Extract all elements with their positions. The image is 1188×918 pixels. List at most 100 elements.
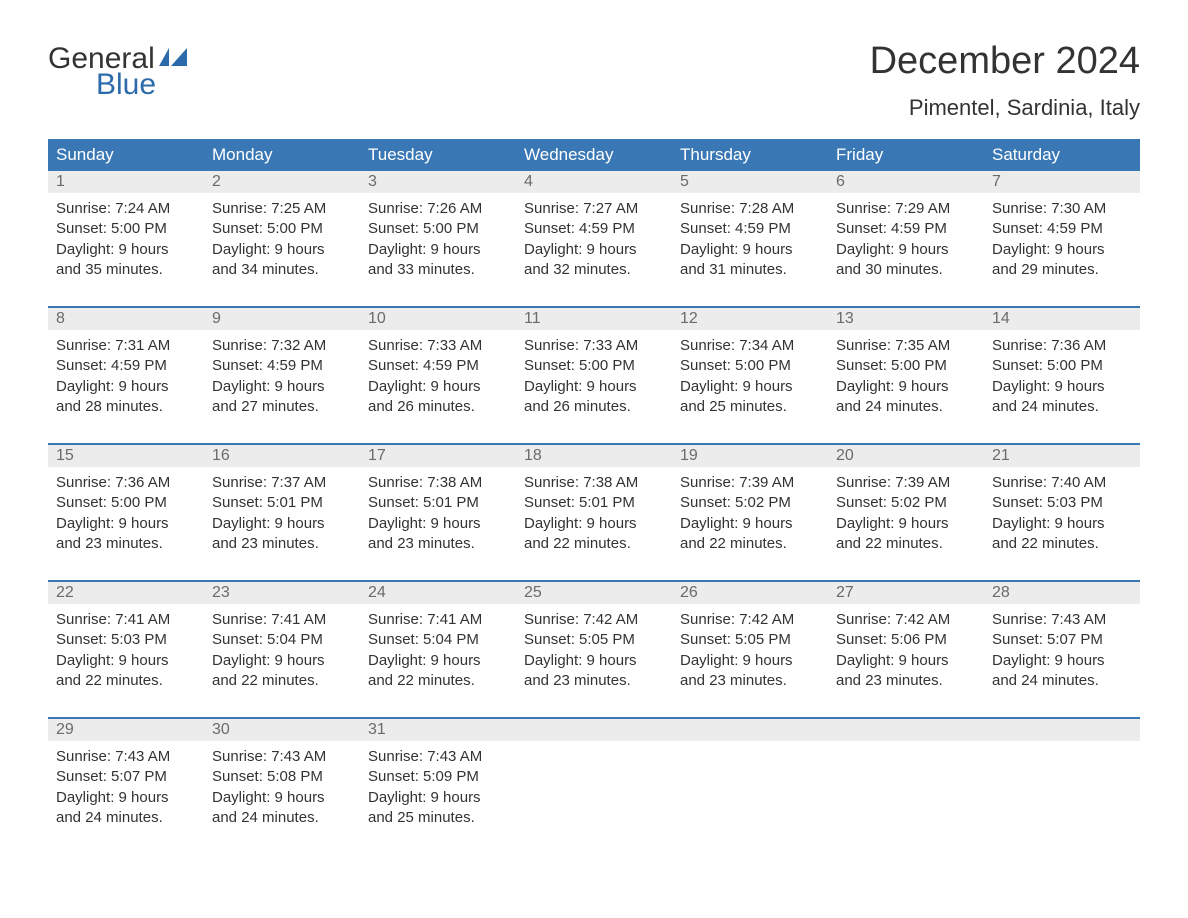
sunset-line: Sunset: 4:59 PM: [680, 219, 820, 239]
d1-line: Daylight: 9 hours: [680, 651, 820, 671]
day-cell: [516, 741, 672, 838]
sunrise-line: Sunrise: 7:42 AM: [680, 610, 820, 630]
weekday-header: Monday: [204, 139, 360, 171]
d2-line: and 34 minutes.: [212, 260, 352, 280]
d1-line: Daylight: 9 hours: [680, 377, 820, 397]
sunrise-line: Sunrise: 7:43 AM: [368, 747, 508, 767]
weekday-header: Tuesday: [360, 139, 516, 171]
d1-line: Daylight: 9 hours: [56, 377, 196, 397]
d1-line: Daylight: 9 hours: [524, 514, 664, 534]
day-number: 5: [672, 171, 828, 193]
day-cell: Sunrise: 7:25 AMSunset: 5:00 PMDaylight:…: [204, 193, 360, 290]
day-cell: Sunrise: 7:28 AMSunset: 4:59 PMDaylight:…: [672, 193, 828, 290]
sunset-line: Sunset: 5:01 PM: [368, 493, 508, 513]
day-cell: Sunrise: 7:27 AMSunset: 4:59 PMDaylight:…: [516, 193, 672, 290]
sunrise-line: Sunrise: 7:33 AM: [524, 336, 664, 356]
sunset-line: Sunset: 5:00 PM: [368, 219, 508, 239]
sunrise-line: Sunrise: 7:34 AM: [680, 336, 820, 356]
day-number: 30: [204, 719, 360, 741]
calendar: SundayMondayTuesdayWednesdayThursdayFrid…: [48, 139, 1140, 838]
sunset-line: Sunset: 5:03 PM: [992, 493, 1132, 513]
sunset-line: Sunset: 4:59 PM: [56, 356, 196, 376]
sunset-line: Sunset: 5:00 PM: [836, 356, 976, 376]
d2-line: and 25 minutes.: [680, 397, 820, 417]
sunset-line: Sunset: 5:03 PM: [56, 630, 196, 650]
sunrise-line: Sunrise: 7:26 AM: [368, 199, 508, 219]
day-cell: Sunrise: 7:38 AMSunset: 5:01 PMDaylight:…: [360, 467, 516, 564]
d2-line: and 28 minutes.: [56, 397, 196, 417]
day-number: 19: [672, 445, 828, 467]
day-number: 26: [672, 582, 828, 604]
sunrise-line: Sunrise: 7:41 AM: [56, 610, 196, 630]
day-cell: Sunrise: 7:30 AMSunset: 4:59 PMDaylight:…: [984, 193, 1140, 290]
sunrise-line: Sunrise: 7:43 AM: [56, 747, 196, 767]
sunset-line: Sunset: 5:02 PM: [836, 493, 976, 513]
sunset-line: Sunset: 4:59 PM: [836, 219, 976, 239]
day-number: 8: [48, 308, 204, 330]
d1-line: Daylight: 9 hours: [368, 788, 508, 808]
sunset-line: Sunset: 5:00 PM: [212, 219, 352, 239]
weekday-header: Sunday: [48, 139, 204, 171]
day-number: 21: [984, 445, 1140, 467]
calendar-week: 15161718192021Sunrise: 7:36 AMSunset: 5:…: [48, 443, 1140, 564]
day-cell: Sunrise: 7:38 AMSunset: 5:01 PMDaylight:…: [516, 467, 672, 564]
sunrise-line: Sunrise: 7:28 AM: [680, 199, 820, 219]
day-cell: Sunrise: 7:43 AMSunset: 5:07 PMDaylight:…: [984, 604, 1140, 701]
d2-line: and 31 minutes.: [680, 260, 820, 280]
day-number: [828, 719, 984, 741]
day-cell: Sunrise: 7:31 AMSunset: 4:59 PMDaylight:…: [48, 330, 204, 427]
weekday-header: Wednesday: [516, 139, 672, 171]
d1-line: Daylight: 9 hours: [56, 788, 196, 808]
sunrise-line: Sunrise: 7:31 AM: [56, 336, 196, 356]
d2-line: and 32 minutes.: [524, 260, 664, 280]
d2-line: and 24 minutes.: [56, 808, 196, 828]
day-number: 27: [828, 582, 984, 604]
sunrise-line: Sunrise: 7:41 AM: [368, 610, 508, 630]
sunrise-line: Sunrise: 7:25 AM: [212, 199, 352, 219]
day-cell: Sunrise: 7:33 AMSunset: 5:00 PMDaylight:…: [516, 330, 672, 427]
day-cell: Sunrise: 7:36 AMSunset: 5:00 PMDaylight:…: [48, 467, 204, 564]
d1-line: Daylight: 9 hours: [212, 240, 352, 260]
d1-line: Daylight: 9 hours: [368, 377, 508, 397]
day-cell: Sunrise: 7:43 AMSunset: 5:09 PMDaylight:…: [360, 741, 516, 838]
sunset-line: Sunset: 5:00 PM: [56, 493, 196, 513]
day-number: 24: [360, 582, 516, 604]
day-cell: Sunrise: 7:35 AMSunset: 5:00 PMDaylight:…: [828, 330, 984, 427]
d1-line: Daylight: 9 hours: [212, 788, 352, 808]
sunset-line: Sunset: 5:00 PM: [680, 356, 820, 376]
sunset-line: Sunset: 5:01 PM: [212, 493, 352, 513]
d1-line: Daylight: 9 hours: [992, 377, 1132, 397]
day-cell: Sunrise: 7:42 AMSunset: 5:05 PMDaylight:…: [672, 604, 828, 701]
day-number: 20: [828, 445, 984, 467]
sunset-line: Sunset: 5:00 PM: [524, 356, 664, 376]
day-number: [984, 719, 1140, 741]
sunset-line: Sunset: 5:00 PM: [992, 356, 1132, 376]
d1-line: Daylight: 9 hours: [368, 240, 508, 260]
d2-line: and 24 minutes.: [212, 808, 352, 828]
day-number: 4: [516, 171, 672, 193]
d1-line: Daylight: 9 hours: [836, 651, 976, 671]
d2-line: and 22 minutes.: [836, 534, 976, 554]
d2-line: and 23 minutes.: [680, 671, 820, 691]
sunrise-line: Sunrise: 7:27 AM: [524, 199, 664, 219]
day-cell: Sunrise: 7:33 AMSunset: 4:59 PMDaylight:…: [360, 330, 516, 427]
d2-line: and 24 minutes.: [836, 397, 976, 417]
d1-line: Daylight: 9 hours: [680, 240, 820, 260]
day-cell: Sunrise: 7:24 AMSunset: 5:00 PMDaylight:…: [48, 193, 204, 290]
day-cell: Sunrise: 7:39 AMSunset: 5:02 PMDaylight:…: [672, 467, 828, 564]
day-number: 3: [360, 171, 516, 193]
sunset-line: Sunset: 5:00 PM: [56, 219, 196, 239]
sunset-line: Sunset: 5:07 PM: [992, 630, 1132, 650]
d2-line: and 22 minutes.: [992, 534, 1132, 554]
sunrise-line: Sunrise: 7:38 AM: [368, 473, 508, 493]
day-number: 17: [360, 445, 516, 467]
sunset-line: Sunset: 5:07 PM: [56, 767, 196, 787]
sunrise-line: Sunrise: 7:29 AM: [836, 199, 976, 219]
sunrise-line: Sunrise: 7:38 AM: [524, 473, 664, 493]
sunset-line: Sunset: 5:04 PM: [368, 630, 508, 650]
d1-line: Daylight: 9 hours: [992, 240, 1132, 260]
day-number: 9: [204, 308, 360, 330]
sunrise-line: Sunrise: 7:43 AM: [212, 747, 352, 767]
sunrise-line: Sunrise: 7:35 AM: [836, 336, 976, 356]
d1-line: Daylight: 9 hours: [56, 651, 196, 671]
